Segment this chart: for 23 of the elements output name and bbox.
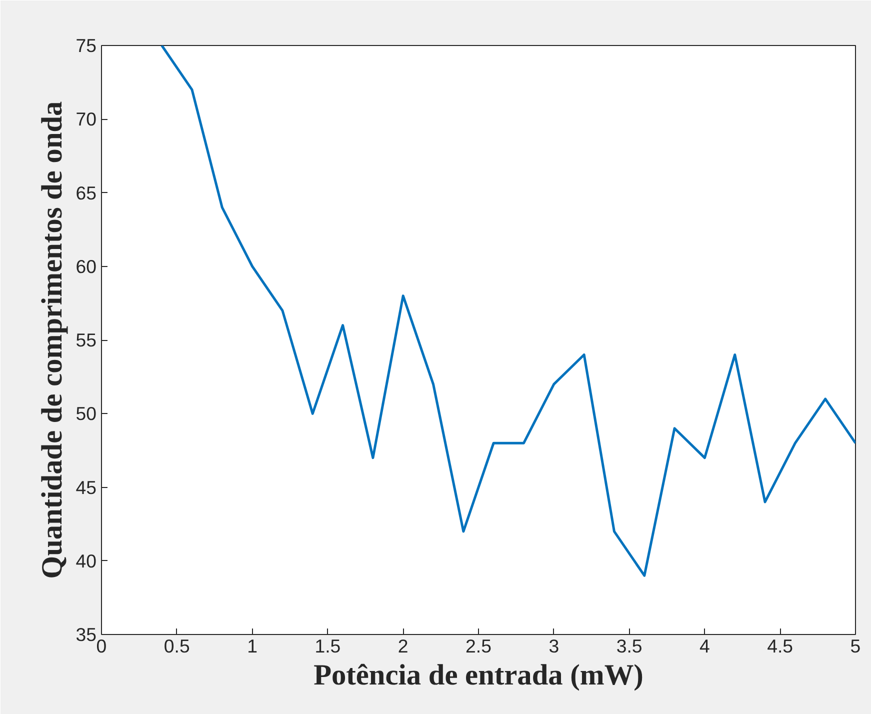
x-axis-title: Potência de entrada (mW)	[314, 660, 644, 692]
line-series	[160, 46, 856, 577]
y-tick-label: 40	[76, 550, 97, 572]
x-tick-label: 0.5	[164, 636, 190, 656]
x-tick-label: 3	[548, 636, 560, 656]
y-tick-label: 65	[76, 182, 97, 204]
y-tick-label: 60	[76, 256, 97, 277]
y-tick-label: 55	[76, 330, 97, 350]
y-tick-label: 45	[76, 476, 97, 498]
x-tick-label: 2.5	[466, 636, 492, 656]
x-tick-label: 2	[398, 636, 408, 656]
y-tick-label: 75	[76, 35, 97, 56]
y-tick-label: 35	[76, 624, 97, 645]
x-tick-label: 1.5	[314, 636, 341, 656]
x-tick-label: 4.5	[767, 636, 794, 656]
y-tick-label: 70	[76, 108, 97, 130]
y-axis-title: Quantidade de comprimentos de onda	[36, 100, 69, 579]
x-tick-label: 1	[247, 636, 258, 656]
x-tick-label: 5	[850, 636, 861, 656]
x-tick-label: 3.5	[616, 636, 642, 656]
x-tick-label: 0	[96, 636, 107, 656]
x-tick-label: 4	[700, 636, 710, 656]
y-tick-label: 50	[76, 403, 97, 424]
